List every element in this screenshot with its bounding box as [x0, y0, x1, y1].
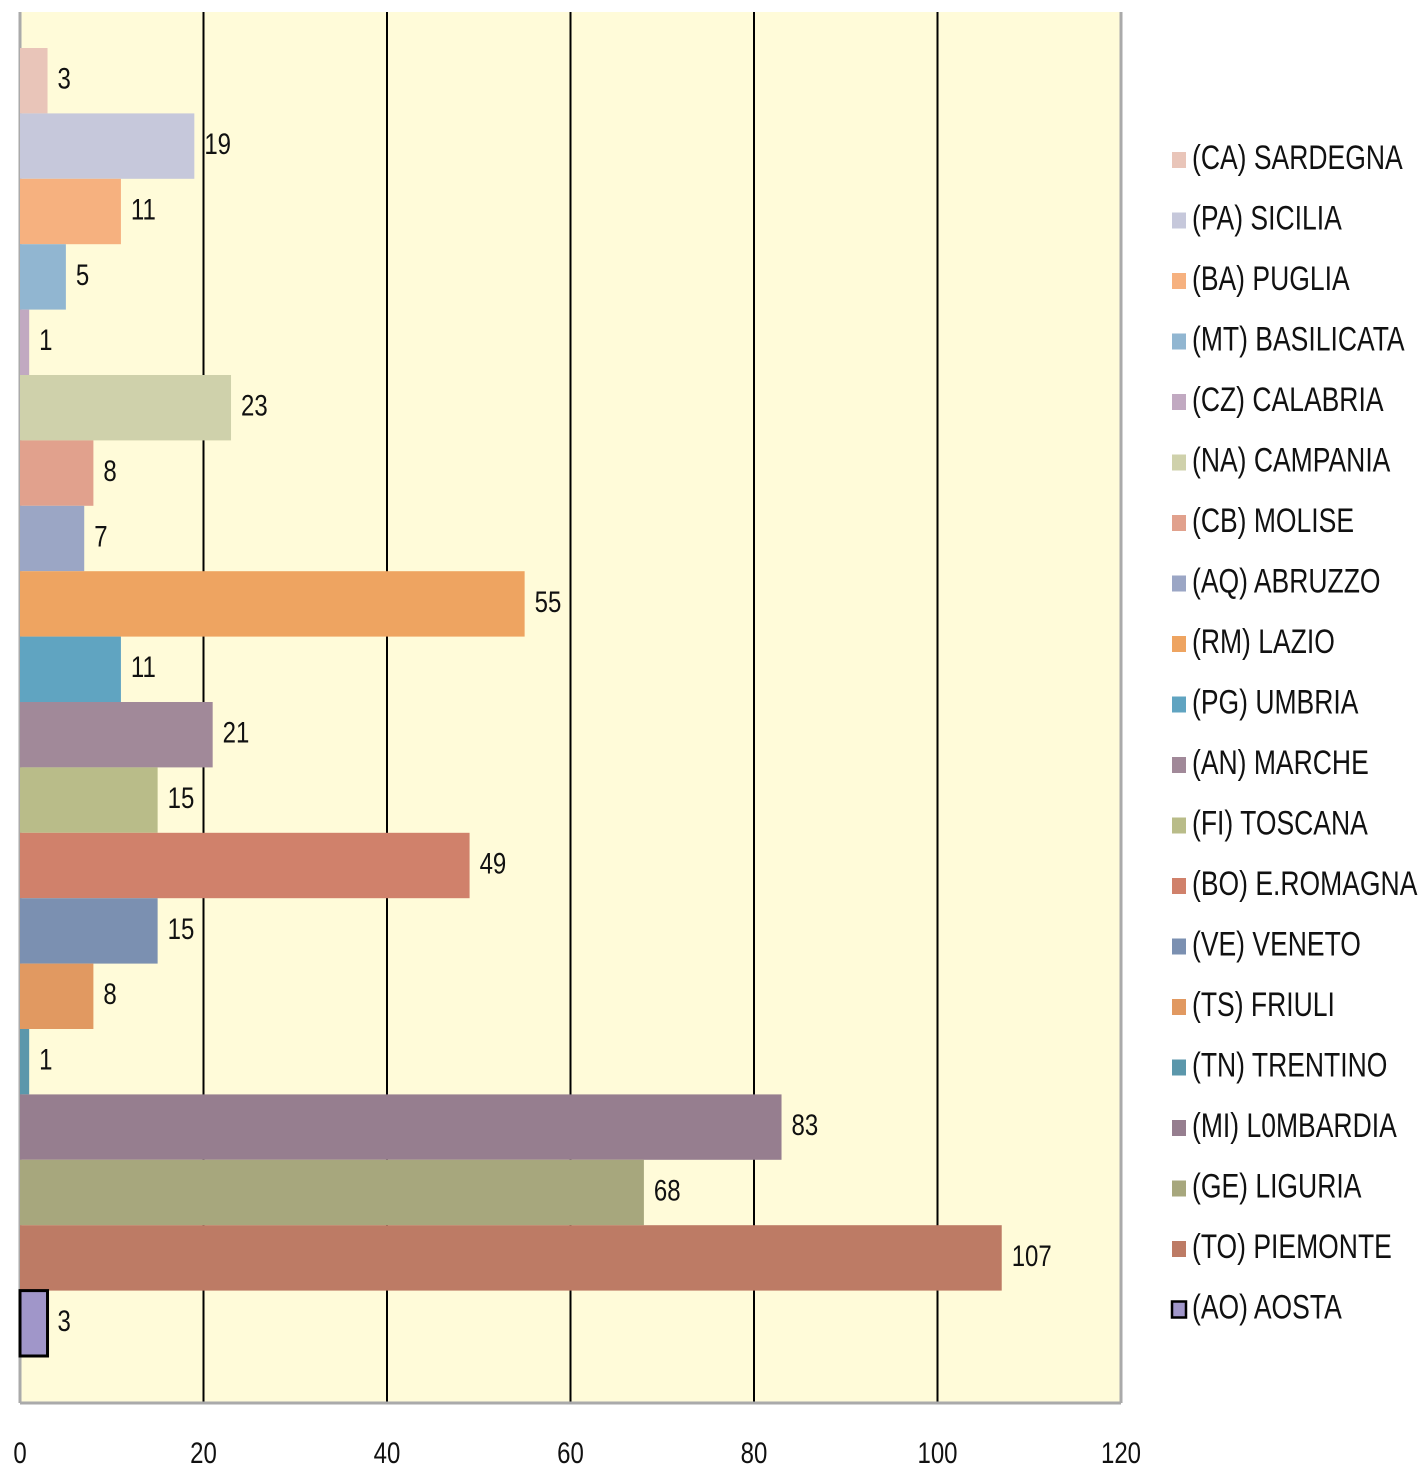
- data-label: 11: [131, 192, 156, 226]
- bar: [20, 375, 232, 441]
- legend-swatch: [1172, 273, 1186, 289]
- data-label: 8: [103, 977, 116, 1011]
- data-label: 7: [94, 519, 107, 553]
- legend-label: (TN) TRENTINO: [1192, 1046, 1387, 1084]
- data-label: 8: [103, 453, 116, 487]
- bar: [20, 1094, 782, 1160]
- legend-label: (NA) CAMPANIA: [1192, 441, 1391, 479]
- data-label: 5: [76, 257, 89, 291]
- data-label: 1: [39, 323, 52, 357]
- legend-label: (AQ) ABRUZZO: [1192, 562, 1381, 600]
- data-label: 49: [480, 846, 507, 880]
- legend-swatch: [1172, 1120, 1186, 1136]
- data-label: 3: [58, 1304, 71, 1338]
- bar: [20, 702, 213, 768]
- legend-label: (GE) LIGURIA: [1192, 1167, 1362, 1205]
- bar: [20, 636, 121, 702]
- legend-swatch: [1172, 394, 1186, 410]
- x-tick-label: 20: [190, 1435, 217, 1469]
- bar: [20, 48, 48, 114]
- data-label: 11: [131, 650, 156, 684]
- bar: [20, 440, 94, 506]
- legend-swatch: [1172, 999, 1186, 1015]
- bar: [20, 1225, 1002, 1291]
- bar: [20, 309, 30, 375]
- bar: [20, 113, 195, 179]
- data-label: 68: [654, 1173, 681, 1207]
- bar: [20, 1029, 30, 1095]
- bar: [20, 178, 121, 245]
- x-tick-label: 0: [13, 1435, 26, 1469]
- data-label: 15: [168, 911, 195, 945]
- legend-label: (BA) PUGLIA: [1192, 260, 1350, 298]
- data-label: 21: [223, 715, 250, 749]
- legend-label: (PA) SICILIA: [1192, 199, 1342, 237]
- legend-label: (TO) PIEMONTE: [1192, 1228, 1392, 1266]
- legend-label: (CB) MOLISE: [1192, 502, 1354, 540]
- data-label: 1: [39, 1042, 52, 1076]
- data-label: 107: [1012, 1238, 1052, 1272]
- legend-swatch: [1172, 1180, 1186, 1197]
- legend-swatch: [1170, 1300, 1188, 1319]
- legend-label: (VE) VENETO: [1192, 925, 1361, 963]
- legend-swatch: [1172, 1241, 1186, 1257]
- x-tick-label: 80: [741, 1435, 768, 1469]
- legend-label: (RM) LAZIO: [1192, 623, 1335, 661]
- legend-swatch: [1172, 515, 1186, 531]
- legend-swatch: [1172, 212, 1186, 229]
- legend-label: (FI) TOSCANA: [1192, 804, 1368, 842]
- legend-label: (TS) FRIULI: [1192, 986, 1335, 1024]
- data-label: 83: [792, 1107, 819, 1141]
- legend-swatch: [1172, 696, 1186, 713]
- legend-label: (MI) L0MBARDIA: [1192, 1107, 1397, 1145]
- legend-swatch: [1172, 817, 1186, 834]
- legend-label: (BO) E.ROMAGNA: [1192, 865, 1418, 903]
- data-label: 19: [204, 126, 231, 160]
- legend-swatch: [1172, 878, 1186, 894]
- x-tick-label: 100: [917, 1435, 957, 1469]
- data-label: 55: [535, 584, 562, 618]
- bar: [20, 571, 525, 637]
- bar: [20, 963, 94, 1029]
- x-tick-label: 120: [1101, 1435, 1141, 1469]
- bar: [20, 244, 66, 310]
- legend-swatch: [1172, 333, 1186, 350]
- legend-label: (PG) UMBRIA: [1192, 683, 1359, 721]
- bar: [20, 505, 85, 572]
- bar: [20, 767, 158, 833]
- data-label: 3: [58, 61, 71, 95]
- bar: [18, 1289, 50, 1358]
- data-label: 15: [168, 780, 195, 814]
- bar: [20, 898, 158, 964]
- legend-label: (CA) SARDEGNA: [1192, 139, 1403, 177]
- bar: [20, 1159, 644, 1226]
- x-tick-label: 40: [374, 1435, 401, 1469]
- legend-swatch: [1172, 938, 1186, 955]
- legend-label: (AO) AOSTA: [1192, 1288, 1342, 1326]
- legend-label: (CZ) CALABRIA: [1192, 381, 1384, 419]
- bar: [20, 832, 470, 899]
- data-label: 23: [241, 388, 268, 422]
- legend-label: (AN) MARCHE: [1192, 744, 1369, 782]
- x-tick-label: 60: [557, 1435, 584, 1469]
- legend-swatch: [1172, 636, 1186, 652]
- legend-label: (MT) BASILICATA: [1192, 320, 1405, 358]
- legend-swatch: [1172, 1059, 1186, 1076]
- legend-swatch: [1172, 757, 1186, 773]
- legend-swatch: [1172, 575, 1186, 592]
- legend-swatch: [1172, 152, 1186, 168]
- legend-swatch: [1172, 454, 1186, 471]
